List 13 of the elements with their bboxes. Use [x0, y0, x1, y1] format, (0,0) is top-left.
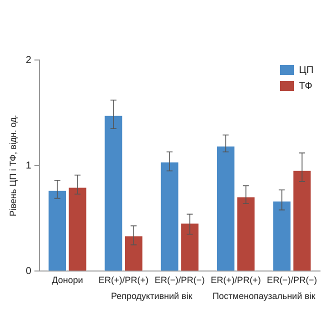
- y-tick-label: 2: [26, 54, 32, 66]
- x-tick-label: ER(−)/PR(−): [154, 275, 205, 286]
- text: Репродуктивний вік: [110, 290, 192, 301]
- legend-label: ЦП: [299, 64, 314, 76]
- text: Постменопаузальний вік: [212, 290, 316, 301]
- y-tick-label: 0: [26, 266, 32, 277]
- x-tick-label: ER(+)/PR(+): [210, 275, 261, 286]
- y-tick-label: 1: [26, 160, 32, 172]
- x-tick-label: Донори: [52, 275, 84, 286]
- x-tick-label: ER(+)/PR(+): [98, 275, 149, 286]
- y-axis-title: Рівень ЦП і ТФ, відн. од.: [8, 114, 18, 216]
- x-tick-label: ER(−)/PR(−): [266, 275, 317, 286]
- legend-label: ТФ: [299, 80, 313, 92]
